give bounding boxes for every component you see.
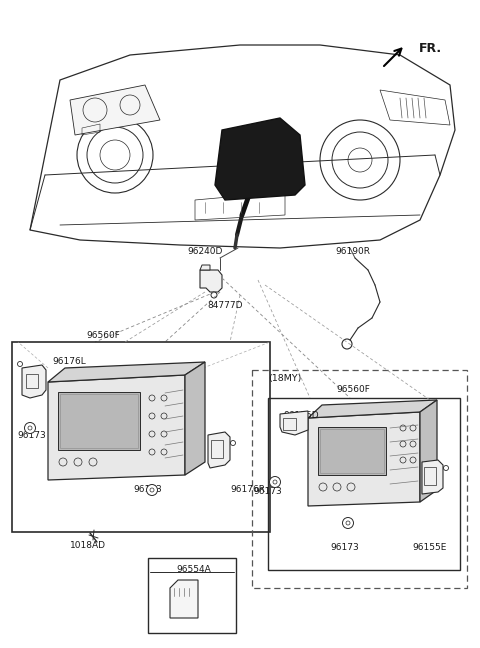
Text: (18MY): (18MY) — [268, 373, 301, 382]
Bar — [424, 467, 436, 485]
Polygon shape — [185, 362, 205, 475]
Circle shape — [343, 518, 353, 529]
Text: 96560F: 96560F — [336, 386, 370, 395]
Text: 96176L: 96176L — [52, 358, 86, 367]
Polygon shape — [308, 412, 420, 506]
Polygon shape — [308, 400, 437, 418]
Polygon shape — [200, 270, 222, 292]
Polygon shape — [70, 85, 160, 135]
Circle shape — [269, 476, 280, 487]
Text: 96173: 96173 — [18, 430, 47, 439]
Text: 96173: 96173 — [133, 485, 162, 494]
Polygon shape — [422, 460, 443, 494]
Circle shape — [146, 485, 157, 496]
Bar — [211, 440, 223, 458]
Bar — [268, 398, 460, 570]
Bar — [60, 394, 138, 448]
Circle shape — [24, 422, 36, 434]
Polygon shape — [215, 118, 305, 200]
Bar — [58, 392, 140, 450]
Polygon shape — [48, 362, 205, 382]
Bar — [252, 370, 467, 588]
Bar — [148, 558, 236, 633]
Text: 1018AD: 1018AD — [70, 540, 106, 550]
Text: 96155E: 96155E — [413, 544, 447, 553]
Text: 96240D: 96240D — [187, 248, 223, 257]
Text: 96190R: 96190R — [336, 248, 371, 257]
Text: FR.: FR. — [419, 41, 442, 54]
Text: 96554A: 96554A — [177, 566, 211, 575]
Bar — [320, 429, 384, 473]
Text: 96560F: 96560F — [86, 330, 120, 340]
Text: 96176R: 96176R — [230, 485, 265, 494]
Bar — [26, 374, 38, 388]
Polygon shape — [200, 265, 210, 270]
Bar — [12, 342, 270, 532]
Text: 96173: 96173 — [253, 487, 282, 496]
Polygon shape — [170, 580, 198, 618]
Polygon shape — [420, 400, 437, 502]
Bar — [318, 427, 386, 475]
Polygon shape — [48, 375, 185, 480]
Polygon shape — [280, 411, 308, 435]
Text: 84777D: 84777D — [207, 301, 243, 310]
Bar — [283, 418, 296, 430]
Polygon shape — [208, 432, 230, 468]
Polygon shape — [22, 365, 46, 398]
Text: 96155D: 96155D — [283, 410, 319, 419]
Text: 96173: 96173 — [331, 544, 360, 553]
